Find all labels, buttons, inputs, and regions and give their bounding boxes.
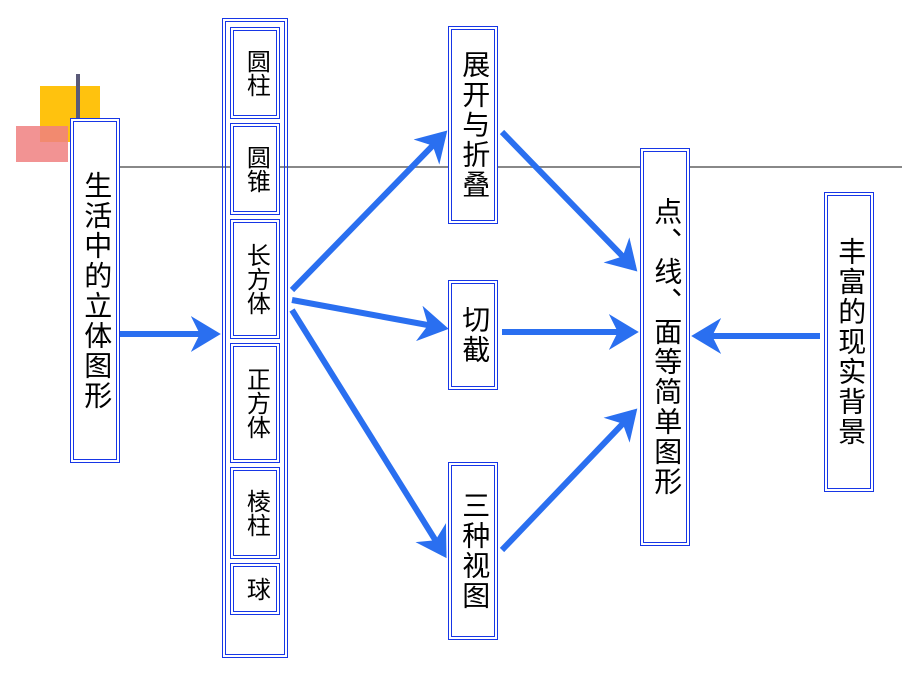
node-life-3d-shapes: 生活中的立体图形 <box>70 118 120 463</box>
node-point-line-plane: 点、线、面等简单图形 <box>640 148 690 546</box>
arrow <box>292 300 444 328</box>
solid-type-item: 长方体 <box>230 219 280 339</box>
node-label: 生活中的立体图形 <box>77 171 113 411</box>
node-label: 切截 <box>455 305 491 365</box>
arrow <box>502 412 634 550</box>
arrow <box>292 134 444 290</box>
solid-type-item: 棱柱 <box>230 467 280 559</box>
diagram-container: 生活中的立体图形 圆柱圆锥长方体正方体棱柱球 展开与折叠 切截 三种视图 点、线… <box>0 0 920 690</box>
solid-type-item: 正方体 <box>230 343 280 463</box>
node-cross-section: 切截 <box>448 280 498 390</box>
node-unfold-fold: 展开与折叠 <box>448 26 498 224</box>
decor-pink-block <box>16 126 68 162</box>
node-label: 丰富的现实背景 <box>831 237 867 447</box>
node-rich-real-background: 丰富的现实背景 <box>824 192 874 492</box>
arrow <box>292 310 444 554</box>
solid-type-item: 圆柱 <box>230 27 280 119</box>
solid-type-item: 球 <box>230 563 280 615</box>
node-label: 点、线、面等简单图形 <box>647 197 683 497</box>
node-label: 展开与折叠 <box>455 50 491 200</box>
node-solid-types-inner: 圆柱圆锥长方体正方体棱柱球 <box>227 23 283 653</box>
arrow <box>502 132 634 268</box>
node-three-views: 三种视图 <box>448 462 498 640</box>
node-label: 三种视图 <box>455 491 491 611</box>
solid-type-item: 圆锥 <box>230 123 280 215</box>
